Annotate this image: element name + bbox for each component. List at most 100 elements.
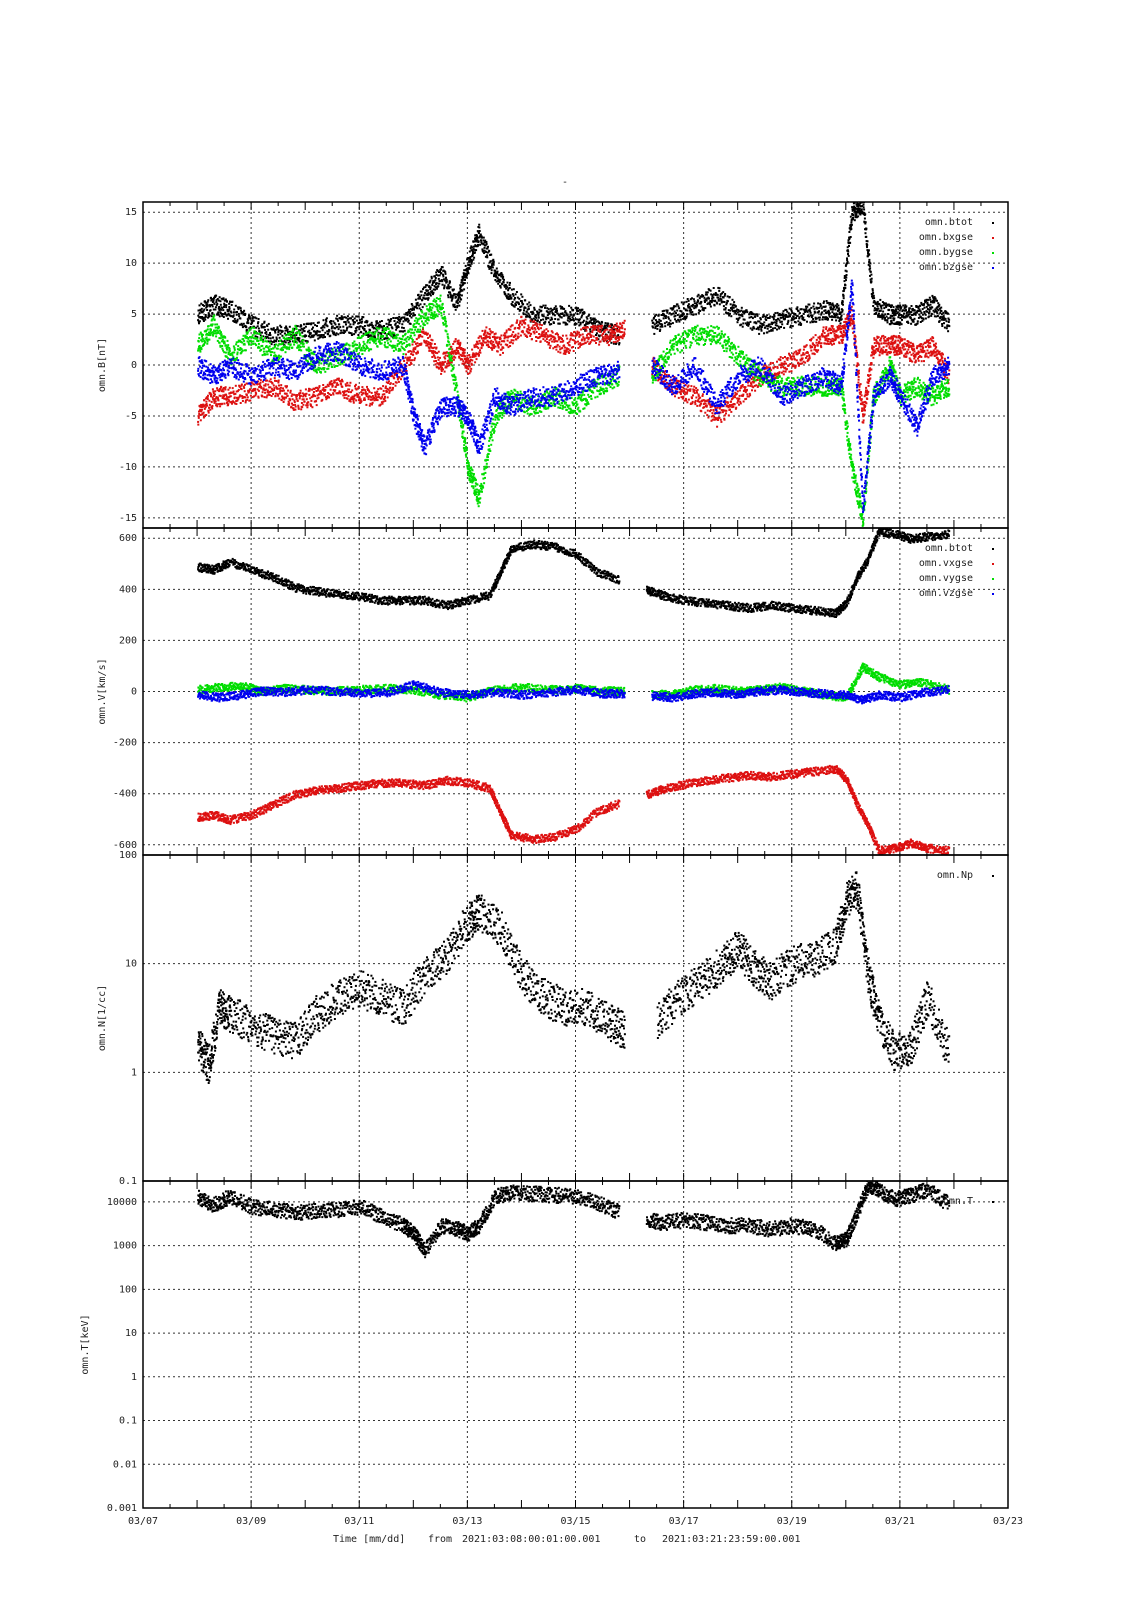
data-point <box>666 381 668 384</box>
data-point <box>746 323 748 326</box>
data-point <box>493 346 496 349</box>
data-point <box>904 304 907 307</box>
data-point <box>506 339 509 342</box>
data-point <box>202 318 205 321</box>
data-point <box>723 294 726 297</box>
data-point <box>215 396 218 398</box>
data-point <box>448 364 451 367</box>
data-point <box>763 315 766 318</box>
data-point <box>891 304 894 307</box>
data-point <box>367 389 370 392</box>
data-point <box>414 348 417 351</box>
data-point <box>510 288 513 291</box>
data-point <box>544 335 547 338</box>
data-point <box>742 394 744 397</box>
data-point <box>451 357 454 360</box>
data-point <box>416 301 419 304</box>
data-point <box>548 339 551 342</box>
data-point <box>315 400 318 403</box>
data-point <box>450 345 453 348</box>
data-point <box>898 305 901 308</box>
data-point <box>717 416 720 419</box>
data-point <box>363 398 366 401</box>
data-point <box>863 221 866 224</box>
data-point <box>432 291 435 294</box>
data-point <box>737 319 740 321</box>
data-point <box>352 323 355 326</box>
data-point <box>253 395 255 398</box>
data-point <box>873 297 876 300</box>
data-point <box>762 324 765 327</box>
data-point <box>584 341 587 344</box>
data-point <box>547 343 550 346</box>
data-point <box>355 319 358 322</box>
data-point <box>341 378 343 381</box>
data-point <box>817 302 820 305</box>
data-point <box>656 320 659 323</box>
data-point <box>707 399 710 402</box>
data-point <box>524 322 527 325</box>
data-point <box>429 334 431 337</box>
data-point <box>738 394 741 397</box>
data-point <box>492 263 495 266</box>
data-point <box>754 315 757 318</box>
data-point <box>397 380 400 383</box>
data-point <box>466 365 469 368</box>
data-point <box>358 397 361 400</box>
data-point <box>239 402 242 404</box>
data-point <box>849 215 852 218</box>
data-point <box>280 329 283 332</box>
data-point <box>424 297 427 300</box>
data-point <box>256 336 259 339</box>
data-point <box>706 297 709 300</box>
data-point <box>673 305 676 308</box>
data-point <box>747 381 749 384</box>
data-point <box>481 329 484 332</box>
data-point <box>850 221 853 224</box>
data-point <box>379 337 382 340</box>
data-point <box>540 309 543 312</box>
data-point <box>266 391 269 394</box>
data-point <box>458 355 461 358</box>
data-point <box>829 302 832 304</box>
data-point <box>667 317 670 320</box>
data-point <box>264 384 267 387</box>
data-point <box>704 402 707 405</box>
data-point <box>412 312 415 315</box>
data-point <box>213 401 216 404</box>
data-point <box>923 306 926 309</box>
data-point <box>457 339 460 342</box>
data-point <box>336 318 339 321</box>
data-point <box>273 389 276 391</box>
data-point <box>791 358 794 361</box>
data-point <box>379 320 381 323</box>
data-point <box>919 304 922 307</box>
data-point <box>275 380 278 382</box>
data-point <box>516 337 519 340</box>
data-point <box>534 321 537 324</box>
data-point <box>856 202 859 204</box>
data-point <box>595 328 598 331</box>
data-point <box>441 283 444 286</box>
data-point <box>743 318 746 321</box>
data-point <box>737 309 740 311</box>
data-point <box>263 384 266 387</box>
data-point <box>900 306 903 309</box>
data-point <box>308 389 311 392</box>
data-point <box>819 304 822 307</box>
data-point <box>515 291 518 293</box>
data-point <box>397 326 400 329</box>
data-point <box>357 393 360 396</box>
data-point <box>822 302 825 304</box>
data-point <box>342 325 345 328</box>
data-point <box>848 245 850 247</box>
data-point <box>780 371 783 374</box>
data-point <box>241 400 244 402</box>
data-point <box>207 316 209 319</box>
data-point <box>579 342 582 345</box>
data-point <box>339 317 342 319</box>
data-point <box>672 312 675 315</box>
data-point <box>858 207 861 210</box>
data-point <box>347 318 350 321</box>
data-point <box>262 335 265 338</box>
